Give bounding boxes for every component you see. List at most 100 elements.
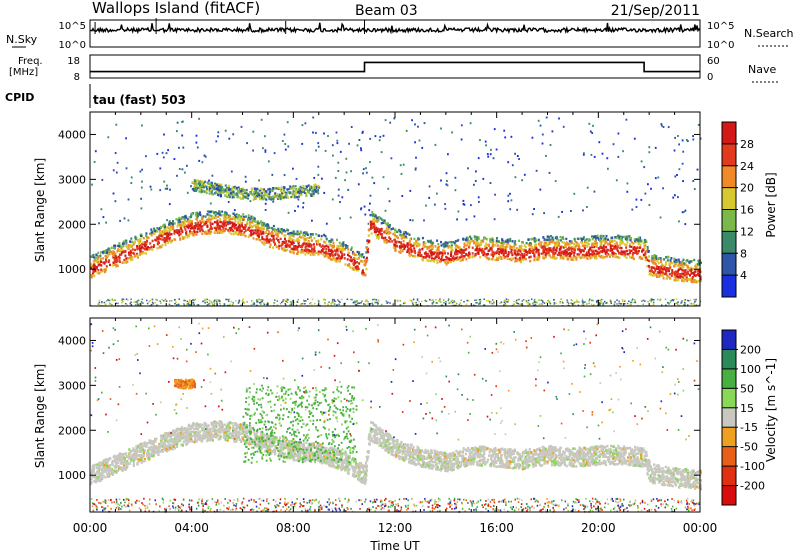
- power-cell: [188, 234, 191, 238]
- power-cell: [541, 303, 543, 305]
- power-cell: [278, 197, 280, 200]
- power-cell: [456, 302, 458, 305]
- power-cell: [574, 301, 576, 303]
- power-cell: [203, 300, 205, 302]
- power-cell: [328, 253, 331, 256]
- power-cell: [233, 196, 235, 199]
- power-cell: [538, 240, 541, 244]
- power-cell: [250, 225, 253, 228]
- power-cell: [215, 228, 218, 231]
- power-cell: [193, 225, 196, 228]
- power-cell: [142, 241, 145, 244]
- power-cell: [582, 237, 585, 241]
- power-cell: [472, 304, 475, 306]
- power-cell: [238, 196, 241, 199]
- power-cell: [208, 187, 211, 190]
- power-cell: [503, 256, 506, 260]
- power-cell: [114, 152, 117, 154]
- power-cell: [549, 302, 552, 305]
- power-cell: [596, 236, 599, 240]
- power-cell: [130, 251, 132, 254]
- power-cell: [145, 234, 148, 237]
- power-cell: [651, 274, 654, 277]
- power-cell: [408, 254, 411, 258]
- power-cell: [675, 270, 678, 274]
- power-cell: [304, 238, 307, 241]
- power-cell: [446, 241, 449, 245]
- power-cell: [535, 169, 538, 172]
- power-cell: [557, 239, 560, 242]
- power-cell: [602, 247, 605, 250]
- power-cell: [582, 249, 585, 253]
- power-cell: [93, 263, 96, 266]
- power-cbar-swatch-6: [722, 143, 736, 167]
- power-cell: [513, 242, 516, 245]
- power-cell: [560, 298, 562, 300]
- power-cell: [558, 241, 560, 245]
- power-cell: [629, 301, 632, 304]
- power-cell: [443, 260, 446, 263]
- power-cell: [429, 259, 432, 263]
- power-cell: [499, 241, 502, 245]
- power-cell: [231, 196, 234, 199]
- power-cell: [662, 187, 664, 190]
- power-cell: [367, 240, 370, 244]
- power-cell: [331, 300, 334, 302]
- power-cell: [282, 190, 285, 193]
- power-cell: [484, 140, 487, 143]
- power-cell: [216, 212, 219, 215]
- power-cell: [224, 216, 227, 220]
- power-cell: [274, 230, 277, 233]
- power-cell: [676, 273, 679, 276]
- power-cell: [317, 250, 320, 253]
- power-cell: [272, 200, 275, 203]
- power-cell: [218, 300, 221, 302]
- power-cell: [260, 303, 262, 305]
- power-cell: [639, 243, 642, 247]
- power-cell: [545, 116, 548, 119]
- power-cell: [543, 242, 546, 245]
- power-cell: [201, 220, 204, 224]
- power-cell: [491, 299, 494, 301]
- power-cell: [490, 257, 493, 261]
- power-cell: [301, 245, 304, 248]
- power-cbar-swatch-7: [722, 122, 736, 145]
- power-cell: [339, 249, 342, 252]
- power-cell: [625, 118, 628, 121]
- power-cell: [674, 303, 677, 305]
- power-cell: [310, 250, 313, 253]
- power-cell: [673, 275, 676, 279]
- power-cell: [201, 181, 204, 184]
- power-cell: [599, 246, 602, 249]
- power-cell: [197, 304, 200, 306]
- power-cell: [583, 152, 585, 155]
- power-cell: [204, 302, 206, 304]
- power-cell: [455, 244, 458, 247]
- power-cell: [598, 141, 601, 144]
- power-cell: [409, 246, 412, 250]
- power-cell: [211, 174, 214, 177]
- power-cell: [279, 230, 282, 234]
- power-cell: [259, 302, 261, 304]
- power-cell: [367, 250, 370, 254]
- power-cell: [356, 301, 359, 304]
- power-cell: [586, 257, 589, 260]
- power-cell: [177, 223, 179, 226]
- power-cell: [178, 216, 181, 220]
- power-cell: [613, 247, 615, 250]
- power-cell: [312, 131, 314, 134]
- power-cell: [460, 299, 462, 301]
- power-cell: [578, 253, 581, 256]
- power-cell: [374, 298, 376, 301]
- power-cell: [97, 251, 100, 255]
- power-cell: [311, 190, 314, 193]
- power-cell: [122, 244, 125, 248]
- power-cell: [439, 298, 441, 300]
- power-cell: [214, 299, 216, 302]
- power-cell: [170, 300, 173, 302]
- power-cell: [652, 274, 655, 277]
- power-cell: [589, 298, 591, 300]
- power-cell: [646, 265, 649, 268]
- power-cell: [262, 302, 265, 304]
- power-cell: [361, 300, 363, 302]
